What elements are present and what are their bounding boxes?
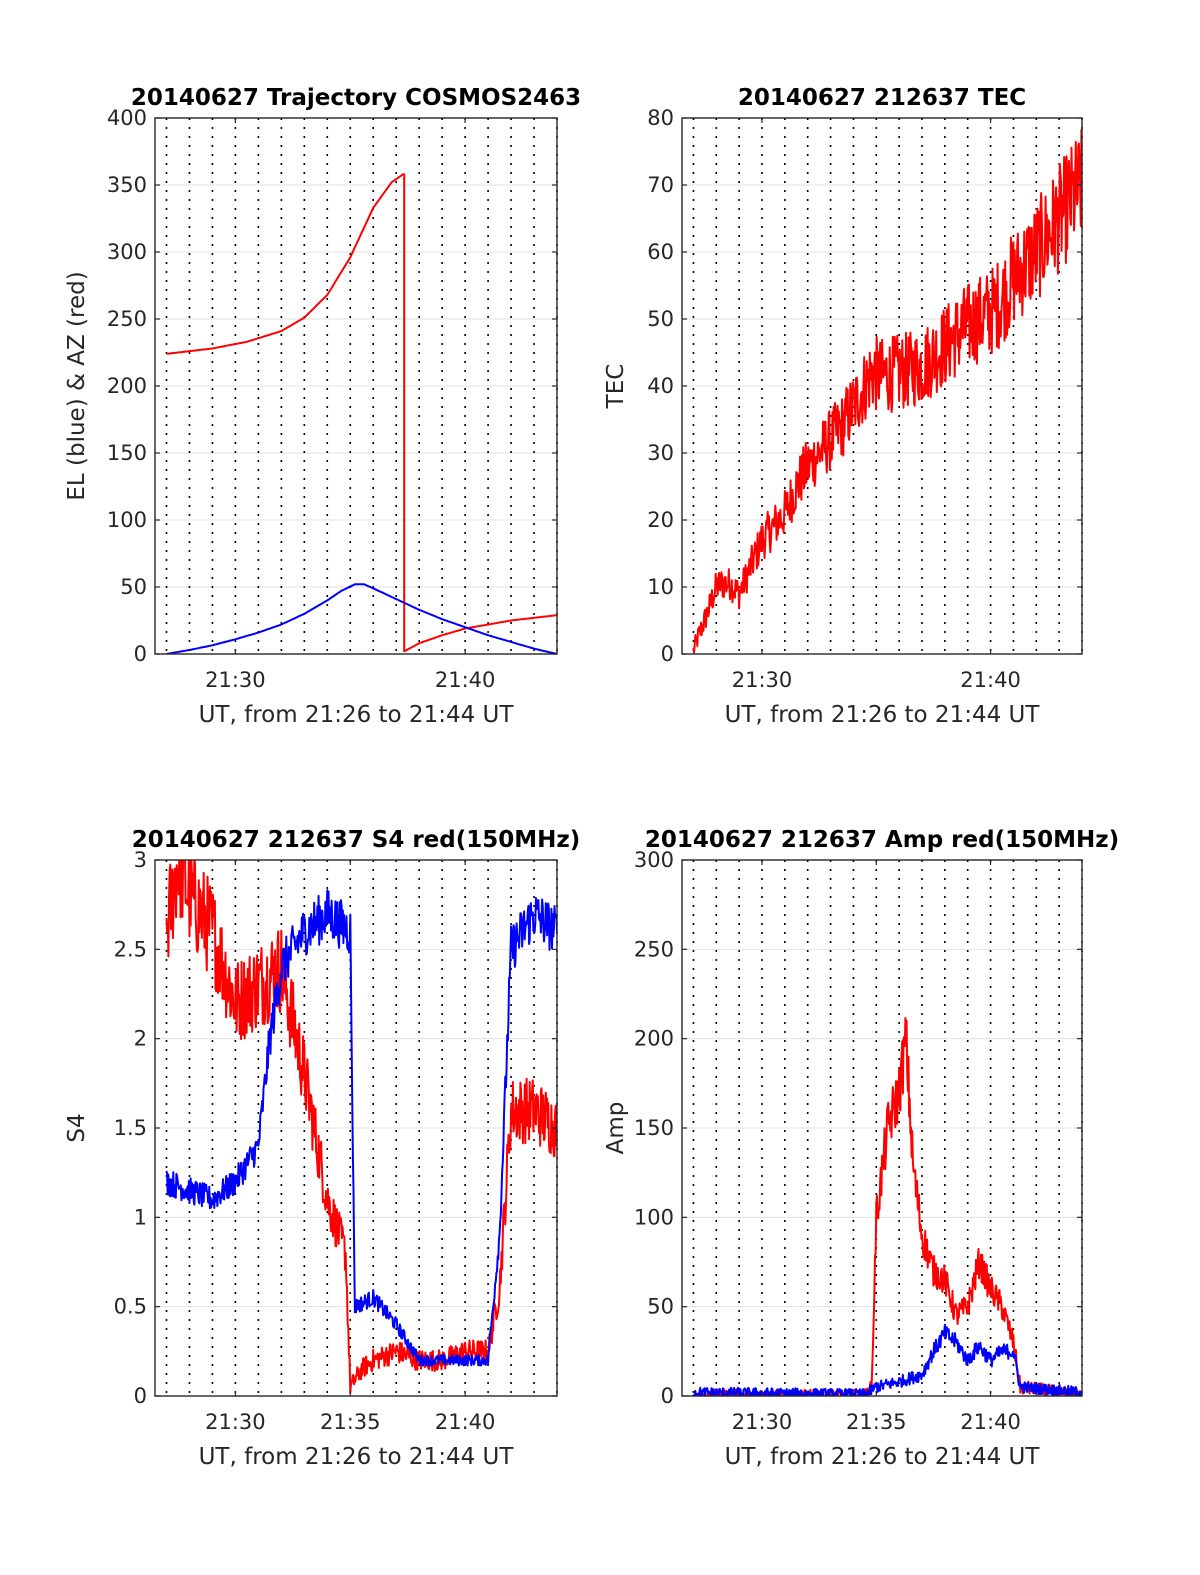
trajectory-panel: 0 50 100 150 200 250 300 350 400 21:30 21:40 201406… (64, 85, 581, 728)
y-tick-label: 0 (661, 1384, 674, 1408)
x-tick-label: 21:30 (732, 1410, 793, 1434)
series-line-red (166, 173, 557, 653)
y-tick-label: 50 (647, 1295, 674, 1319)
y-tick-label: 80 (647, 106, 674, 130)
x-tick-label: 21:35 (320, 1410, 381, 1434)
series-line-red (692, 129, 1082, 654)
amp-panel: 0 50 100 150 200 250 300 21:30 21:35 21:40 2014062… (603, 827, 1119, 1470)
y-tick-label: 10 (647, 575, 674, 599)
y-axis-label: Amp (603, 1102, 629, 1155)
y-tick-label: 100 (107, 508, 147, 532)
y-tick-label: 0 (134, 642, 147, 666)
y-tick-label: 70 (647, 173, 674, 197)
series-line-blue (166, 583, 557, 654)
x-axis-label: UT, from 21:26 to 21:44 UT (725, 702, 1041, 728)
y-tick-label: 400 (107, 106, 147, 130)
x-tick-label: 21:40 (960, 668, 1021, 692)
x-tick-label: 21:40 (960, 1410, 1021, 1434)
tec-panel: 0 10 20 30 40 50 60 70 80 21:30 21:40 20140627 2126… (603, 85, 1083, 728)
x-tick-label: 21:40 (435, 668, 496, 692)
y-tick-label: 150 (634, 1116, 674, 1140)
x-axis-label: UT, from 21:26 to 21:44 UT (725, 1444, 1041, 1470)
chart-title: 20140627 212637 TEC (738, 85, 1026, 111)
series-line-red (165, 860, 557, 1395)
y-tick-label: 30 (647, 441, 674, 465)
y-tick-label: 250 (634, 937, 674, 961)
y-tick-label: 100 (634, 1205, 674, 1229)
y-tick-label: 1.5 (114, 1116, 147, 1140)
x-tick-label: 21:30 (205, 1410, 266, 1434)
x-axis-label: UT, from 21:26 to 21:44 UT (199, 1444, 515, 1470)
y-tick-label: 0.5 (114, 1295, 147, 1319)
y-axis-label: EL (blue) & AZ (red) (64, 271, 90, 500)
y-tick-label: 200 (634, 1027, 674, 1051)
y-tick-label: 300 (634, 848, 674, 872)
s4-panel: 0 0.5 1 1.5 2 2.5 3 21:30 21:35 21:40 20140627 212… (64, 827, 581, 1470)
x-tick-label: 21:35 (846, 1410, 907, 1434)
x-tick-label: 21:30 (732, 668, 793, 692)
y-tick-label: 150 (107, 441, 147, 465)
chart-title: 20140627 212637 S4 red(150MHz) (132, 827, 581, 853)
y-tick-label: 0 (134, 1384, 147, 1408)
y-axis-label: S4 (64, 1113, 90, 1142)
y-tick-label: 50 (647, 307, 674, 331)
series-line-blue (692, 1323, 1082, 1396)
series-line-red (693, 1017, 1082, 1396)
y-tick-label: 2.5 (114, 937, 147, 961)
y-tick-label: 60 (647, 240, 674, 264)
series-line-blue (165, 889, 557, 1367)
x-tick-label: 21:40 (435, 1410, 496, 1434)
y-tick-label: 2 (134, 1027, 147, 1051)
chart-title: 20140627 212637 Amp red(150MHz) (645, 827, 1119, 853)
x-tick-label: 21:30 (205, 668, 266, 692)
chart-title: 20140627 Trajectory COSMOS2463 (131, 85, 581, 111)
y-tick-label: 250 (107, 307, 147, 331)
y-tick-label: 50 (120, 575, 147, 599)
y-tick-label: 1 (134, 1205, 147, 1229)
y-tick-label: 350 (107, 173, 147, 197)
y-tick-label: 20 (647, 508, 674, 532)
y-tick-label: 40 (647, 374, 674, 398)
y-tick-label: 0 (661, 642, 674, 666)
y-tick-label: 3 (134, 848, 147, 872)
y-axis-label: TEC (603, 364, 629, 410)
y-tick-label: 300 (107, 240, 147, 264)
y-tick-label: 200 (107, 374, 147, 398)
x-axis-label: UT, from 21:26 to 21:44 UT (199, 702, 515, 728)
